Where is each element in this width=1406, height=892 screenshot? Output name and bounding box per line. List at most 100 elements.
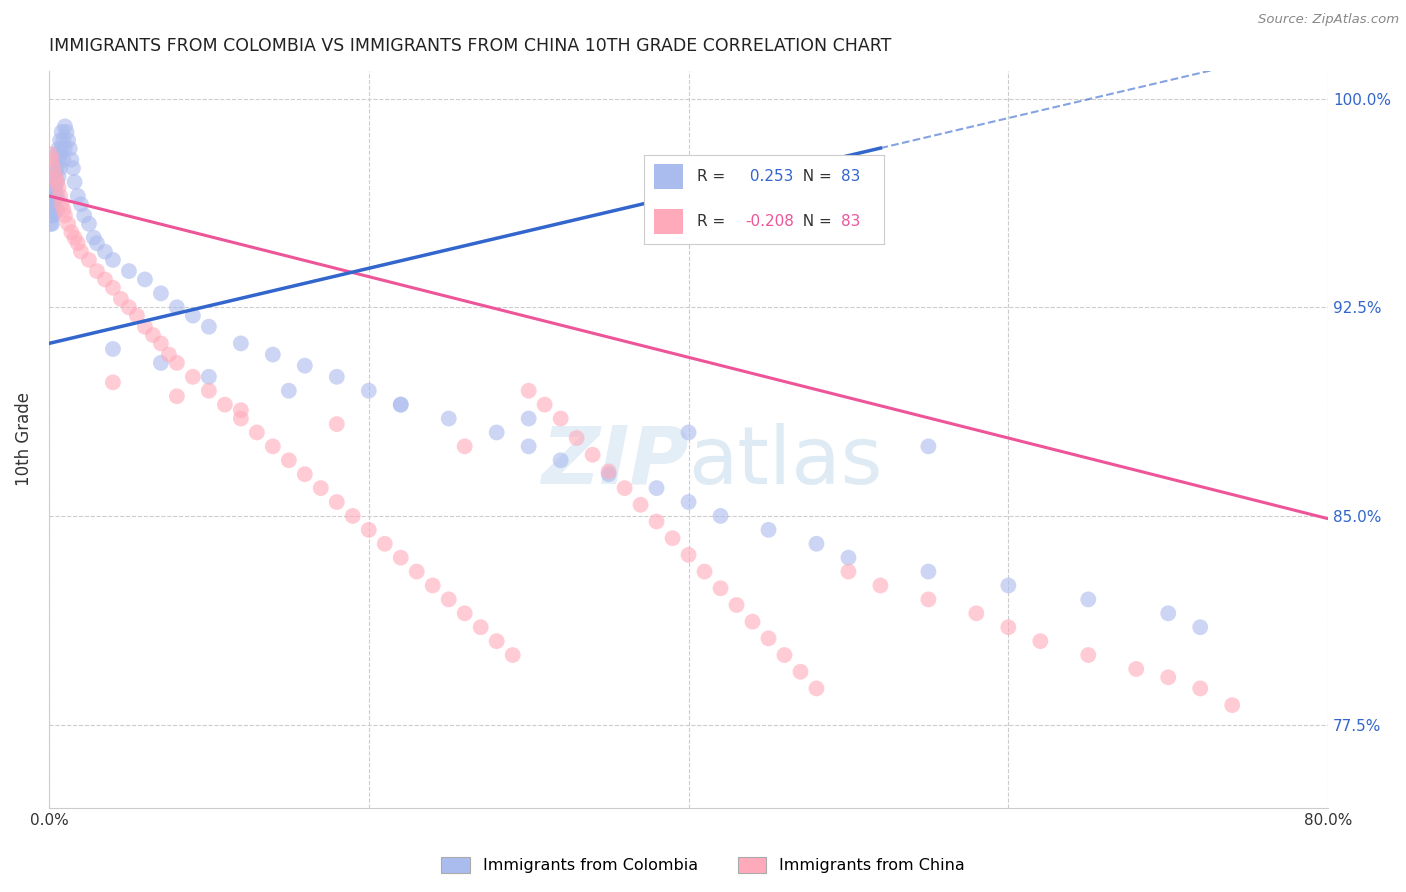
Point [166, 300, 188, 314]
Point [51, 197, 73, 211]
Point [44, 189, 66, 203]
Point [142, 328, 165, 343]
Point [437, 592, 460, 607]
Text: -0.208: -0.208 [745, 214, 794, 228]
Point [55, 125, 77, 139]
Point [229, 411, 252, 425]
Point [62, 161, 84, 175]
Point [41, 217, 63, 231]
Point [56, 133, 79, 147]
Point [917, 439, 939, 453]
Point [41, 209, 63, 223]
Point [758, 632, 780, 646]
Point [42, 180, 65, 194]
Point [42, 161, 65, 175]
Text: 83: 83 [841, 169, 860, 184]
Point [917, 565, 939, 579]
Point [277, 384, 299, 398]
Point [837, 565, 859, 579]
Point [262, 439, 284, 453]
Point [118, 300, 141, 314]
Point [389, 398, 412, 412]
Point [101, 342, 124, 356]
Point [725, 598, 748, 612]
Point [613, 481, 636, 495]
Point [709, 581, 731, 595]
Point [789, 665, 811, 679]
Text: N =: N = [793, 214, 837, 228]
Point [59, 142, 82, 156]
Point [94, 272, 117, 286]
Point [66, 189, 89, 203]
Text: atlas: atlas [689, 423, 883, 500]
Point [39, 209, 62, 223]
Point [44, 161, 66, 175]
Point [49, 133, 72, 147]
Point [454, 607, 477, 621]
Point [357, 523, 380, 537]
Point [470, 620, 492, 634]
Point [198, 319, 221, 334]
Point [149, 356, 172, 370]
Point [437, 411, 460, 425]
Point [485, 634, 508, 648]
Point [229, 403, 252, 417]
Point [422, 578, 444, 592]
Point [229, 336, 252, 351]
Point [49, 161, 72, 175]
Point [678, 495, 700, 509]
Y-axis label: 10th Grade: 10th Grade [15, 392, 32, 486]
Point [389, 550, 412, 565]
Point [46, 175, 69, 189]
Text: Source: ZipAtlas.com: Source: ZipAtlas.com [1258, 13, 1399, 27]
Point [63, 230, 86, 244]
Point [598, 467, 620, 482]
Point [56, 217, 79, 231]
Point [693, 565, 716, 579]
Point [533, 398, 555, 412]
Point [94, 244, 117, 259]
Point [46, 175, 69, 189]
Point [134, 272, 156, 286]
Point [917, 592, 939, 607]
Point [965, 607, 987, 621]
Point [83, 230, 105, 244]
Point [246, 425, 269, 440]
Point [157, 347, 180, 361]
Point [48, 142, 70, 156]
Point [53, 142, 76, 156]
Point [77, 252, 100, 267]
Point [869, 578, 891, 592]
Point [485, 425, 508, 440]
Point [198, 384, 221, 398]
Point [44, 169, 66, 184]
Point [389, 398, 412, 412]
Point [60, 153, 83, 167]
Point [66, 236, 89, 251]
Point [86, 264, 108, 278]
Point [1125, 662, 1147, 676]
Point [581, 448, 603, 462]
Point [42, 189, 65, 203]
Point [326, 369, 349, 384]
Point [741, 615, 763, 629]
Point [806, 681, 828, 696]
Point [101, 281, 124, 295]
Point [342, 508, 364, 523]
Point [773, 648, 796, 662]
Point [517, 439, 540, 453]
Point [44, 169, 66, 184]
Point [678, 425, 700, 440]
Point [550, 411, 572, 425]
Point [46, 189, 69, 203]
Point [181, 369, 204, 384]
Point [110, 292, 132, 306]
Point [1077, 648, 1099, 662]
Point [517, 411, 540, 425]
Point [454, 439, 477, 453]
Point [550, 453, 572, 467]
Point [326, 495, 349, 509]
Point [42, 209, 65, 223]
Point [198, 369, 221, 384]
Point [1157, 607, 1180, 621]
